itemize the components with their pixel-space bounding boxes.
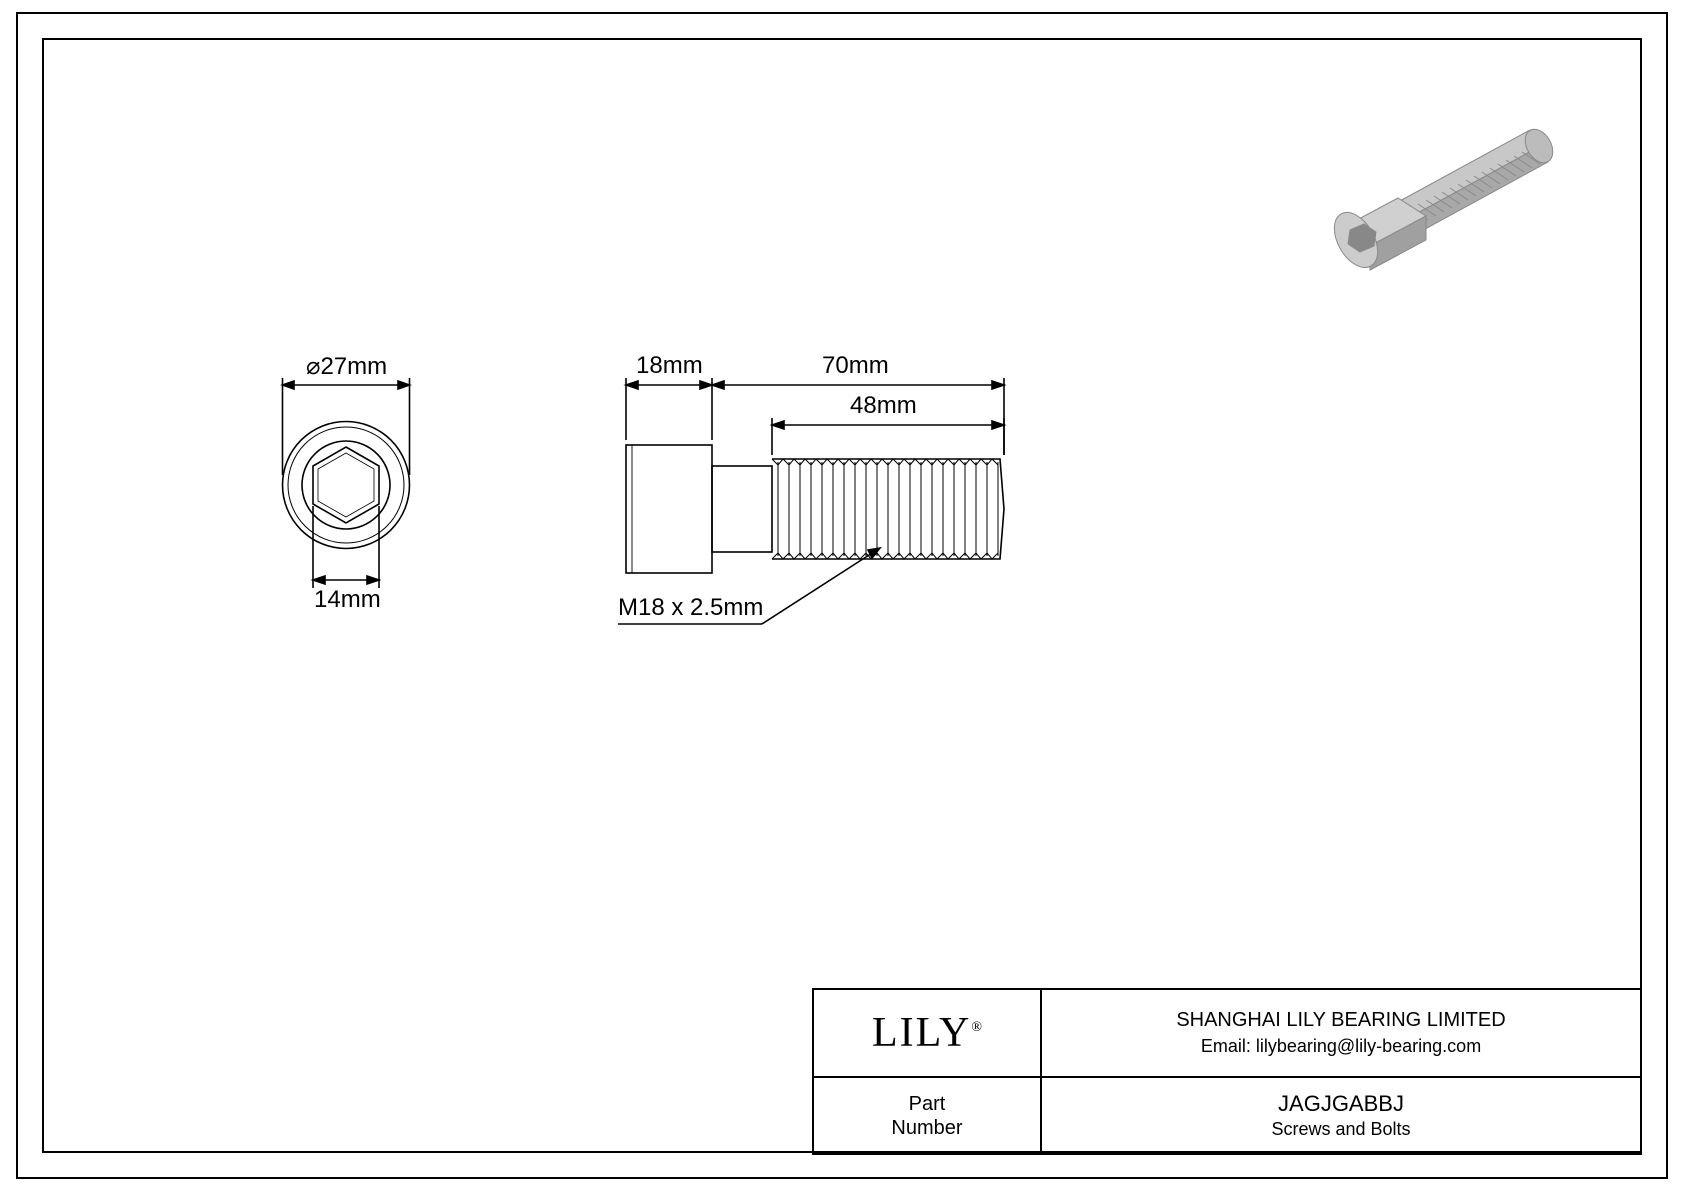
dim-thread-length: 48mm — [850, 392, 917, 420]
thread-callout: M18 x 2.5mm — [618, 594, 763, 622]
logo-registered: ® — [971, 1020, 982, 1035]
dim-shaft-length: 70mm — [822, 352, 889, 380]
title-block: LILY® SHANGHAI LILY BEARING LIMITED Emai… — [812, 988, 1642, 1153]
company-email: Email: lilybearing@lily-bearing.com — [1043, 1036, 1639, 1057]
isometric-view — [1280, 90, 1600, 290]
dim-head-length: 18mm — [636, 352, 703, 380]
part-number-value: JAGJGABBJ — [1043, 1091, 1639, 1117]
part-category: Screws and Bolts — [1043, 1119, 1639, 1140]
company-name: SHANGHAI LILY BEARING LIMITED — [1043, 1009, 1639, 1032]
part-number-label-2: Number — [815, 1116, 1039, 1140]
logo-text: LILY® — [872, 1010, 982, 1056]
part-number-label-1: Part — [815, 1092, 1039, 1116]
